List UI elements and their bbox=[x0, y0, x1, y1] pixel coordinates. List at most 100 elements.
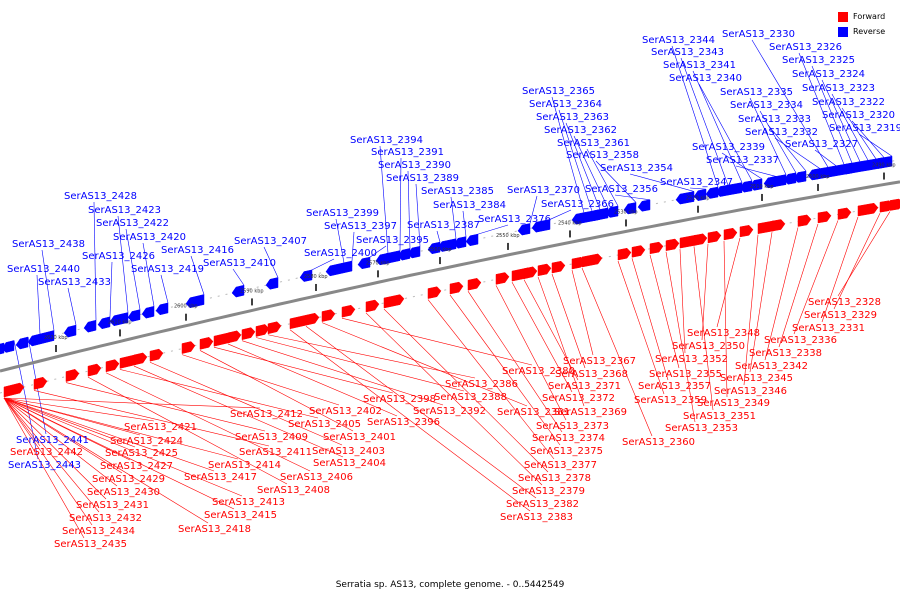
gene-label[interactable]: SerAS13_2413 bbox=[212, 497, 285, 508]
gene-label[interactable]: SerAS13_2410 bbox=[203, 258, 276, 269]
forward-gene-arrow[interactable] bbox=[837, 207, 852, 220]
forward-gene-arrow[interactable] bbox=[723, 227, 738, 241]
forward-gene-arrow[interactable] bbox=[383, 294, 405, 309]
gene-label[interactable]: SerAS13_2417 bbox=[184, 472, 257, 483]
gene-label[interactable]: SerAS13_2340 bbox=[669, 73, 742, 84]
gene-label[interactable]: SerAS13_2398 bbox=[363, 394, 436, 405]
gene-label[interactable]: SerAS13_2370 bbox=[507, 185, 580, 196]
forward-gene-arrow[interactable] bbox=[305, 312, 320, 326]
gene-label[interactable]: SerAS13_2388 bbox=[434, 392, 507, 403]
reverse-gene-arrow[interactable] bbox=[705, 186, 719, 199]
reverse-gene-arrow[interactable] bbox=[231, 284, 245, 298]
gene-label[interactable]: SerAS13_2433 bbox=[38, 277, 111, 288]
forward-gene-arrow[interactable] bbox=[3, 382, 25, 398]
gene-label[interactable]: SerAS13_2362 bbox=[544, 125, 617, 136]
gene-label[interactable]: SerAS13_2347 bbox=[660, 177, 733, 188]
gene-label[interactable]: SerAS13_2350 bbox=[672, 341, 745, 352]
gene-label[interactable]: SerAS13_2320 bbox=[822, 110, 895, 121]
gene-label[interactable]: SerAS13_2324 bbox=[792, 69, 865, 80]
gene-label[interactable]: SerAS13_2430 bbox=[87, 487, 160, 498]
forward-gene-arrow[interactable] bbox=[87, 363, 102, 377]
gene-label[interactable]: SerAS13_2390 bbox=[378, 160, 451, 171]
forward-gene-arrow[interactable] bbox=[267, 321, 282, 335]
forward-gene-arrow[interactable] bbox=[857, 202, 879, 217]
gene-label[interactable]: SerAS13_2372 bbox=[542, 393, 615, 404]
forward-gene-arrow[interactable] bbox=[33, 376, 48, 390]
reverse-gene-arrow[interactable] bbox=[155, 302, 169, 316]
gene-label[interactable]: SerAS13_2385 bbox=[421, 186, 494, 197]
forward-gene-arrow[interactable] bbox=[771, 219, 786, 232]
gene-label[interactable]: SerAS13_2387 bbox=[407, 220, 480, 231]
gene-label[interactable]: SerAS13_2419 bbox=[131, 264, 204, 275]
forward-gene-arrow[interactable] bbox=[199, 337, 214, 350]
forward-gene-arrow[interactable] bbox=[523, 266, 538, 280]
forward-gene-arrow[interactable] bbox=[255, 324, 270, 337]
forward-gene-arrow[interactable] bbox=[537, 263, 552, 277]
gene-label[interactable]: SerAS13_2334 bbox=[730, 100, 803, 111]
gene-label[interactable]: SerAS13_2421 bbox=[124, 422, 197, 433]
gene-label[interactable]: SerAS13_2363 bbox=[536, 112, 609, 123]
gene-label[interactable]: SerAS13_2383 bbox=[500, 512, 573, 523]
gene-label[interactable]: SerAS13_2354 bbox=[600, 163, 673, 174]
forward-gene-arrow[interactable] bbox=[495, 272, 510, 285]
gene-label[interactable]: SerAS13_2401 bbox=[323, 432, 396, 443]
gene-label[interactable]: SerAS13_2405 bbox=[288, 419, 361, 430]
reverse-gene-arrow[interactable] bbox=[97, 316, 111, 330]
reverse-gene-arrow[interactable] bbox=[63, 324, 77, 338]
gene-label[interactable]: SerAS13_2389 bbox=[386, 173, 459, 184]
gene-label[interactable]: SerAS13_2392 bbox=[413, 406, 486, 417]
gene-label[interactable]: SerAS13_2328 bbox=[808, 297, 881, 308]
gene-label[interactable]: SerAS13_2373 bbox=[536, 421, 609, 432]
gene-label[interactable]: SerAS13_2426 bbox=[82, 251, 155, 262]
forward-gene-arrow[interactable] bbox=[227, 330, 242, 344]
gene-label[interactable]: SerAS13_2349 bbox=[697, 398, 770, 409]
gene-label[interactable]: SerAS13_2367 bbox=[563, 356, 636, 367]
reverse-gene-arrow[interactable] bbox=[357, 256, 371, 270]
forward-gene-arrow[interactable] bbox=[181, 341, 196, 354]
gene-label[interactable]: SerAS13_2351 bbox=[683, 411, 756, 422]
gene-label[interactable]: SerAS13_2369 bbox=[554, 407, 627, 418]
gene-label[interactable]: SerAS13_2441 bbox=[16, 435, 89, 446]
reverse-gene-arrow[interactable] bbox=[637, 199, 651, 212]
gene-label[interactable]: SerAS13_2395 bbox=[356, 235, 429, 246]
reverse-gene-arrow[interactable] bbox=[571, 212, 585, 225]
forward-gene-arrow[interactable] bbox=[321, 309, 336, 322]
forward-gene-arrow[interactable] bbox=[241, 327, 256, 341]
reverse-gene-arrow[interactable] bbox=[375, 252, 389, 266]
forward-gene-arrow[interactable] bbox=[365, 299, 380, 313]
reverse-gene-arrow[interactable] bbox=[427, 241, 441, 255]
forward-gene-arrow[interactable] bbox=[617, 247, 632, 261]
gene-label[interactable]: SerAS13_2407 bbox=[234, 236, 307, 247]
gene-label[interactable]: SerAS13_2408 bbox=[257, 485, 330, 496]
forward-gene-arrow[interactable] bbox=[649, 241, 664, 255]
gene-label[interactable]: SerAS13_2343 bbox=[651, 47, 724, 58]
gene-label[interactable]: SerAS13_2357 bbox=[638, 381, 711, 392]
gene-label[interactable]: SerAS13_2360 bbox=[622, 437, 695, 448]
gene-label[interactable]: SerAS13_2399 bbox=[306, 208, 379, 219]
gene-label[interactable]: SerAS13_2366 bbox=[541, 199, 614, 210]
gene-label[interactable]: SerAS13_2352 bbox=[655, 354, 728, 365]
gene-label[interactable]: SerAS13_2355 bbox=[649, 369, 722, 380]
gene-label[interactable]: SerAS13_2443 bbox=[8, 460, 81, 471]
gene-label[interactable]: SerAS13_2394 bbox=[350, 135, 423, 146]
gene-label[interactable]: SerAS13_2434 bbox=[62, 526, 135, 537]
reverse-gene-arrow[interactable] bbox=[0, 342, 5, 357]
gene-label[interactable]: SerAS13_2348 bbox=[687, 328, 760, 339]
gene-label[interactable]: SerAS13_2378 bbox=[518, 473, 591, 484]
forward-gene-arrow[interactable] bbox=[551, 260, 566, 274]
reverse-gene-arrow[interactable] bbox=[325, 262, 345, 277]
gene-label[interactable]: SerAS13_2424 bbox=[110, 436, 183, 447]
gene-label[interactable]: SerAS13_2427 bbox=[100, 461, 173, 472]
gene-label[interactable]: SerAS13_2342 bbox=[735, 361, 808, 372]
gene-label[interactable]: SerAS13_2438 bbox=[12, 239, 85, 250]
forward-gene-arrow[interactable] bbox=[665, 238, 680, 252]
reverse-gene-arrow[interactable] bbox=[109, 312, 129, 327]
gene-label[interactable]: SerAS13_2331 bbox=[792, 323, 865, 334]
gene-label[interactable]: SerAS13_2403 bbox=[312, 446, 385, 457]
gene-label[interactable]: SerAS13_2377 bbox=[524, 460, 597, 471]
gene-label[interactable]: SerAS13_2329 bbox=[804, 310, 877, 321]
gene-label[interactable]: SerAS13_2371 bbox=[548, 381, 621, 392]
gene-label[interactable]: SerAS13_2440 bbox=[7, 264, 80, 275]
reverse-gene-arrow[interactable] bbox=[517, 223, 531, 236]
gene-label[interactable]: SerAS13_2361 bbox=[557, 138, 630, 149]
